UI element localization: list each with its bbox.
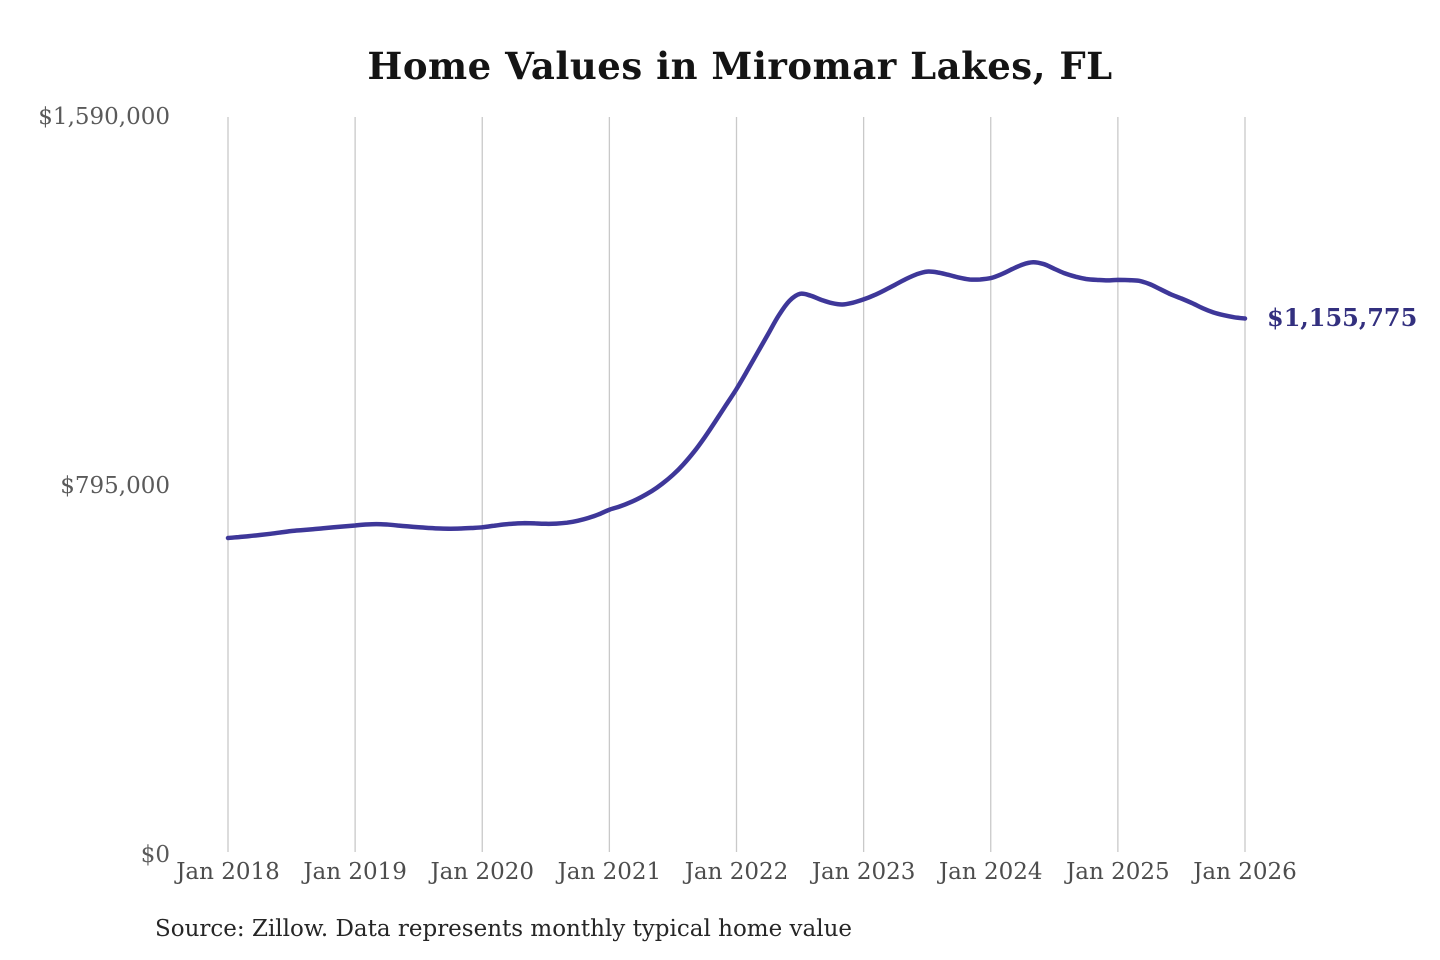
home-value-line: [225, 260, 1248, 541]
x-axis-tick-label: Jan 2024: [938, 859, 1043, 885]
x-axis-tick-label: Jan 2020: [430, 859, 535, 885]
latest-value-label: $1,155,775: [1267, 302, 1418, 332]
x-axis-tick-label: Jan 2023: [811, 859, 916, 885]
x-axis-tick-label: Jan 2019: [303, 859, 407, 885]
x-axis-tick-label: Jan 2018: [176, 859, 280, 885]
y-axis-tick-label: $0: [140, 841, 170, 868]
chart-title: Home Values in Miromar Lakes, FL: [367, 44, 1113, 88]
x-axis-tick-label: Jan 2025: [1066, 859, 1170, 885]
y-axis-tick-label: $1,590,000: [38, 103, 170, 130]
x-axis-tick-label: Jan 2021: [557, 859, 662, 885]
x-axis-tick-label: Jan 2026: [1193, 859, 1297, 885]
source-note: Source: Zillow. Data represents monthly …: [155, 916, 853, 942]
x-axis-tick-label: Jan 2022: [684, 859, 789, 885]
y-axis-tick-label: $795,000: [60, 472, 170, 499]
